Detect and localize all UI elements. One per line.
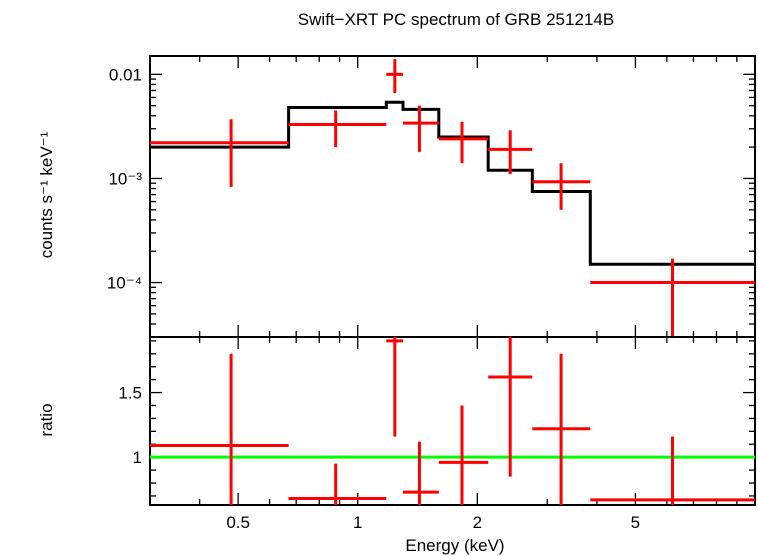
chart-title: Swift−XRT PC spectrum of GRB 251214B [298, 10, 614, 29]
ratio-plot-area [150, 337, 755, 505]
data-point [488, 130, 533, 175]
data-point [590, 258, 755, 337]
ratio-frame [149, 336, 756, 506]
bottom-y-axis-label: ratio [37, 403, 56, 436]
x-tick-label: 1 [353, 513, 362, 532]
data-point [532, 163, 591, 210]
data-point [438, 121, 489, 164]
spectrum-plot-area [150, 59, 755, 337]
data-point [150, 119, 289, 187]
y-tick-label: 1 [133, 448, 142, 467]
data-point [402, 441, 439, 505]
data-point [438, 405, 489, 505]
ratio-panel: 11.5 [118, 336, 756, 506]
data-point [532, 353, 591, 505]
model-line [150, 100, 755, 266]
data-point [386, 59, 403, 94]
spectrum-frame [149, 55, 756, 338]
data-point [150, 353, 289, 505]
data-point [402, 105, 439, 152]
data-point [488, 337, 533, 477]
data-point [386, 337, 403, 437]
spectrum-panel: 0.01 10⁻³ 10⁻⁴ [107, 55, 756, 338]
x-axis-label: Energy (keV) [405, 536, 504, 555]
x-tick-labels: 0.5 1 2 5 [226, 513, 640, 532]
y-tick-label: 10⁻³ [108, 169, 142, 188]
data-point [288, 463, 387, 505]
top-y-axis-label: counts s⁻¹ keV⁻¹ [37, 131, 56, 258]
y-tick-label: 1.5 [118, 384, 142, 403]
x-tick-label: 0.5 [226, 513, 250, 532]
x-tick-label: 5 [631, 513, 640, 532]
x-tick-label: 2 [473, 513, 482, 532]
data-point [590, 436, 755, 505]
y-tick-label: 0.01 [109, 65, 142, 84]
data-point [288, 110, 387, 148]
y-tick-label: 10⁻⁴ [107, 274, 142, 293]
